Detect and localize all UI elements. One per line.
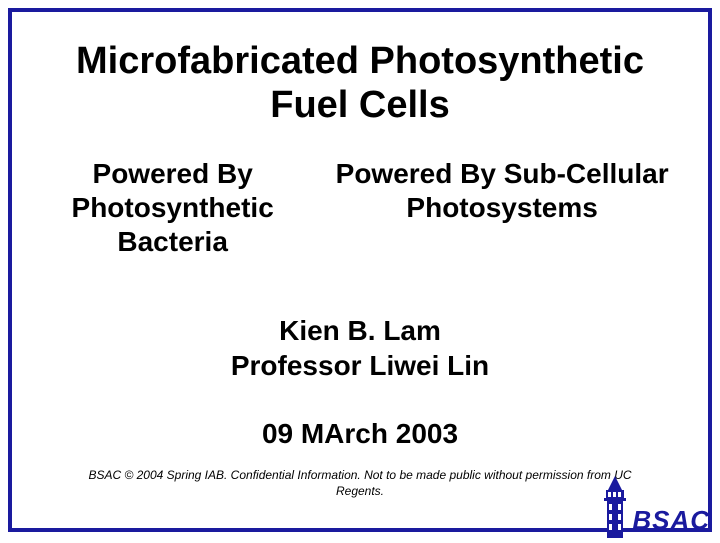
disclaimer-text: BSAC © 2004 Spring IAB. Confidential Inf…	[37, 468, 683, 499]
left-column: Powered By Photosynthetic Bacteria	[37, 157, 308, 258]
authors-block: Kien B. Lam Professor Liwei Lin	[37, 313, 683, 383]
subtitle-right: Powered By Sub-Cellular Photosystems	[321, 157, 683, 224]
slide-border: Microfabricated Photosynthetic Fuel Cell…	[8, 8, 712, 532]
logo-text: BSAC	[632, 505, 710, 536]
subtitle-columns: Powered By Photosynthetic Bacteria Power…	[37, 157, 683, 258]
slide-content: Microfabricated Photosynthetic Fuel Cell…	[12, 12, 708, 528]
subtitle-left: Powered By Photosynthetic Bacteria	[37, 157, 308, 258]
author-2: Professor Liwei Lin	[37, 348, 683, 383]
bsac-logo: BSAC	[596, 476, 710, 538]
presentation-date: 09 MArch 2003	[37, 418, 683, 450]
campanile-tower-icon	[596, 476, 634, 538]
author-1: Kien B. Lam	[37, 313, 683, 348]
slide-title: Microfabricated Photosynthetic Fuel Cell…	[37, 40, 683, 127]
right-column: Powered By Sub-Cellular Photosystems	[321, 157, 683, 258]
